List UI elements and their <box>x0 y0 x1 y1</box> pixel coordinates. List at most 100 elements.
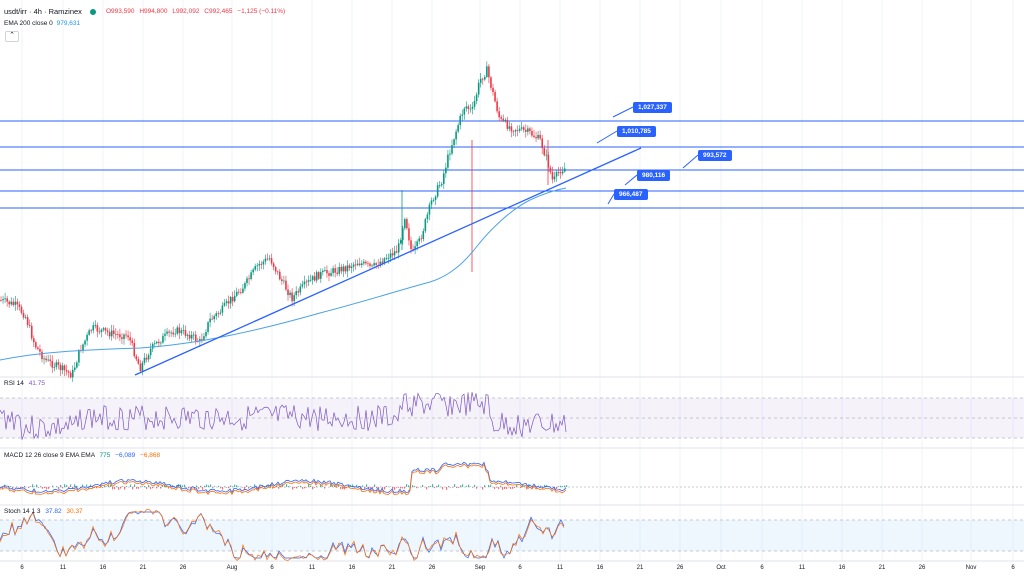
candle-body <box>244 283 246 289</box>
candle-body <box>63 365 66 371</box>
macd-histogram-bar <box>500 485 502 487</box>
candle-body <box>117 334 119 335</box>
macd-legend[interactable]: MACD 12 26 close 9 EMA EMA 775 −6,089 −6… <box>4 452 160 459</box>
low-value: L992,092 <box>172 8 200 15</box>
time-axis-tick: Sep <box>474 565 486 571</box>
price-level-label[interactable]: 980,116 <box>637 170 671 181</box>
macd-histogram-bar <box>184 484 186 487</box>
time-axis[interactable]: 6 11 16 21 26 Aug 6 11 16 21 26 Sep 6 11 16 21 26 Oct 6 11 1… <box>0 562 1024 576</box>
candle-body <box>168 331 170 333</box>
candle-body <box>156 341 158 344</box>
macd-histogram-bar <box>32 484 34 487</box>
macd-value: −6,089 <box>115 452 136 459</box>
candle-body <box>434 196 437 200</box>
macd-histogram-bar <box>148 485 150 487</box>
macd-histogram-bar <box>352 484 354 487</box>
macd-histogram-bar <box>100 484 102 487</box>
macd-histogram-bar <box>292 487 294 490</box>
candle-body <box>473 101 476 107</box>
candle-body <box>418 238 420 242</box>
macd-histogram-bar <box>92 487 94 488</box>
macd-histogram-bar <box>120 487 122 489</box>
price-level-label[interactable]: 993,572 <box>698 150 732 161</box>
candle-body <box>272 263 275 268</box>
time-axis-tick: 21 <box>139 565 147 571</box>
candle-body <box>289 292 291 296</box>
price-level-label[interactable]: 1,027,337 <box>633 102 672 113</box>
time-axis-tick: 21 <box>878 565 886 571</box>
macd-histogram-bar <box>298 486 300 487</box>
candle-body <box>535 136 537 139</box>
candle-body <box>311 276 314 280</box>
candle-body <box>529 128 531 131</box>
macd-histogram-bar <box>140 486 142 487</box>
candle-body <box>0 300 2 301</box>
candle-body <box>525 129 527 132</box>
candle-body <box>69 372 72 378</box>
macd-histogram-bar <box>442 487 444 490</box>
macd-histogram-bar <box>522 484 524 487</box>
macd-histogram-bar <box>40 486 42 487</box>
candle-body <box>471 106 474 109</box>
candle-body <box>47 359 49 361</box>
candle-body <box>438 185 441 187</box>
candle-body <box>389 253 392 259</box>
candle-body <box>262 261 265 265</box>
macd-histogram-bar <box>396 487 398 488</box>
macd-histogram-bar <box>38 487 40 488</box>
stoch-legend[interactable]: Stoch 14 1 3 37.82 30.37 <box>4 508 83 515</box>
macd-histogram-bar <box>456 487 458 488</box>
time-axis-tick: 26 <box>918 565 926 571</box>
price-level-label[interactable]: 1,010,785 <box>617 126 656 137</box>
macd-histogram-bar <box>484 485 486 487</box>
macd-histogram-bar <box>404 487 406 489</box>
candle-body <box>188 334 191 339</box>
time-axis-tick: 16 <box>99 565 107 571</box>
candle-body <box>408 228 410 241</box>
candle-body <box>192 334 195 336</box>
macd-histogram-bar <box>288 486 290 487</box>
macd-histogram-bar <box>210 484 212 487</box>
macd-histogram-bar <box>138 487 140 489</box>
macd-histogram-bar <box>218 485 220 487</box>
candle-body <box>10 301 13 305</box>
candle-body <box>186 334 189 336</box>
macd-histogram-bar <box>272 487 274 489</box>
candle-body <box>121 337 123 339</box>
time-axis-tick: 11 <box>798 565 806 571</box>
rsi-legend[interactable]: RSI 14 41.75 <box>4 380 45 387</box>
time-axis-tick: 16 <box>838 565 846 571</box>
macd-histogram-bar <box>354 487 356 488</box>
collapse-legend-button[interactable]: ⌃ <box>5 31 19 42</box>
candle-body <box>110 330 113 337</box>
macd-histogram-bar <box>428 486 430 487</box>
candle-body <box>424 219 427 232</box>
candle-body <box>356 263 359 266</box>
macd-histogram-bar <box>452 487 454 488</box>
label-connector <box>612 106 634 118</box>
candle-body <box>467 106 470 109</box>
macd-histogram-bar <box>226 487 228 488</box>
symbol-title[interactable]: usdt/irr · 4h · Ramzinex <box>4 7 82 16</box>
macd-histogram-bar <box>162 485 164 487</box>
label-connector <box>596 130 618 144</box>
macd-histogram-bar <box>198 487 200 490</box>
candle-body <box>404 219 406 229</box>
candle-body <box>270 258 273 264</box>
candle-body <box>320 272 322 279</box>
ema-legend[interactable]: EMA 200 close 0 979,631 <box>4 20 80 27</box>
macd-histogram-bar <box>304 487 306 489</box>
candle-body <box>344 266 347 272</box>
macd-histogram-bar <box>302 487 304 489</box>
macd-histogram-bar <box>174 487 176 488</box>
price-level-label[interactable]: 966,487 <box>614 189 648 200</box>
macd-histogram-bar <box>316 486 318 487</box>
candle-body <box>258 263 261 266</box>
macd-histogram-bar <box>166 485 168 487</box>
candle-body <box>22 312 25 318</box>
macd-histogram-bar <box>286 484 288 487</box>
candle-body <box>279 271 281 280</box>
macd-histogram-bar <box>82 484 84 487</box>
macd-histogram-bar <box>160 487 162 489</box>
